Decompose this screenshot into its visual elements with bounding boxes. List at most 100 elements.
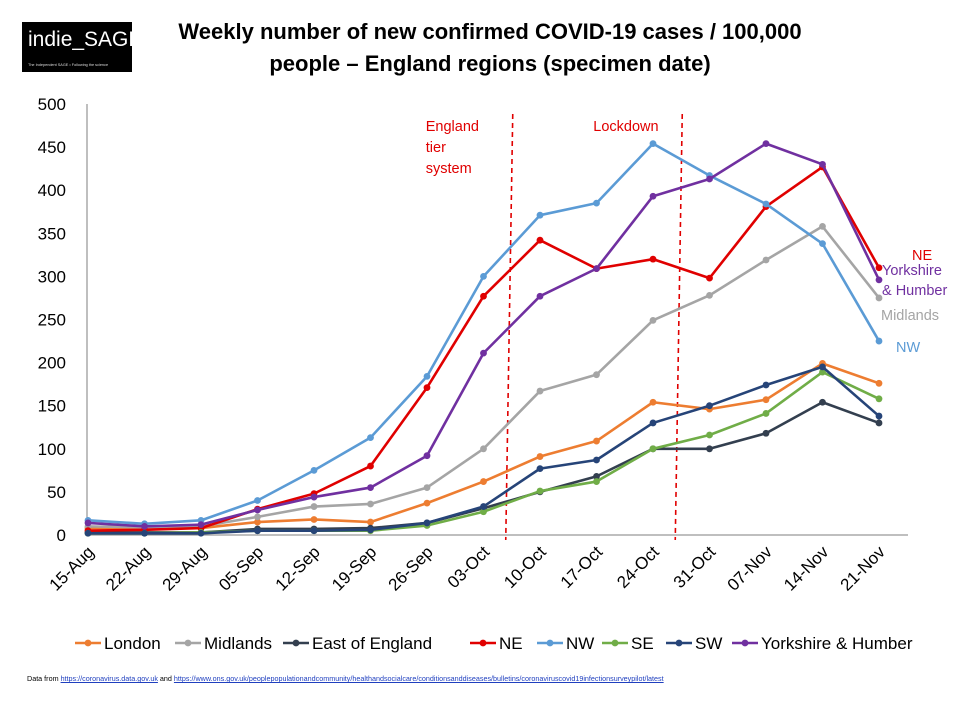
point-nw-19-sep — [367, 434, 374, 441]
annotation-label-lockdown: Lockdown — [593, 119, 658, 135]
point-sw-12-sep — [310, 527, 318, 535]
point-ne-21-nov — [875, 264, 883, 272]
point-midlands-21-nov — [875, 294, 883, 302]
legend-label-nw: NW — [566, 634, 594, 653]
point-se-21-nov — [875, 395, 883, 403]
x-tick-label-12-sep: 12-Sep — [272, 542, 324, 594]
point-nw-05-sep — [254, 497, 261, 504]
point-yorkshire-and-humber-12-sep — [310, 493, 318, 501]
end-label-yorkshire-and-humber: Yorkshire & Humber — [882, 263, 947, 299]
point-yorkshire-and-humber-15-aug — [84, 519, 92, 527]
point-nw-21-nov — [875, 337, 883, 345]
point-se-24-oct — [649, 445, 657, 453]
point-midlands-12-sep — [310, 503, 318, 510]
annotation-line-lockdown — [674, 113, 684, 541]
y-tick-label-200: 200 — [38, 354, 66, 373]
series-line-ne — [87, 165, 881, 532]
y-tick-label-50: 50 — [47, 483, 66, 502]
logo-name: indie_SAGE — [28, 28, 143, 51]
source-link-ons[interactable]: https://www.ons.gov.uk/peoplepopulationa… — [173, 674, 664, 683]
y-tick-label-0: 0 — [57, 526, 66, 545]
point-ne-26-sep — [423, 384, 431, 391]
point-nw-24-oct — [649, 140, 657, 148]
point-yorkshire-and-humber-29-aug — [197, 521, 205, 529]
point-nw-17-oct — [593, 199, 600, 207]
point-midlands-03-oct — [480, 445, 487, 453]
point-midlands-17-oct — [593, 371, 600, 379]
source-link-coronavirus-data[interactable]: https://coronavirus.data.gov.uk — [60, 674, 158, 683]
point-ne-24-oct — [649, 255, 657, 263]
point-se-10-oct — [536, 487, 544, 495]
point-ne-03-oct — [480, 292, 487, 300]
x-tick-label-14-nov: 14-Nov — [780, 542, 833, 595]
point-ne-31-oct — [706, 274, 713, 282]
x-tick-label-31-oct: 31-Oct — [670, 542, 720, 592]
source-prefix: Data from — [27, 674, 61, 683]
point-yorkshire-and-humber-07-nov — [762, 140, 770, 148]
point-midlands-31-oct — [706, 291, 713, 299]
point-yorkshire-and-humber-24-oct — [649, 192, 657, 200]
logo-tagline: The Independent SAGE • Following the sci… — [28, 63, 109, 67]
x-tick-label-05-sep: 05-Sep — [215, 542, 267, 594]
point-yorkshire-and-humber-17-oct — [593, 265, 600, 273]
point-sw-07-nov — [762, 381, 770, 389]
legend-marker-east-of-england — [292, 639, 300, 647]
point-midlands-07-nov — [762, 256, 770, 264]
point-sw-31-oct — [706, 402, 713, 410]
point-london-17-oct — [593, 437, 600, 445]
y-tick-label-300: 300 — [38, 267, 66, 286]
x-tick-label-15-aug: 15-Aug — [46, 542, 98, 594]
x-tick-label-19-sep: 19-Sep — [328, 542, 380, 594]
point-yorkshire-and-humber-03-oct — [480, 349, 487, 357]
point-nw-26-sep — [423, 372, 431, 380]
chart-title-line-1: Weekly number of new confirmed COVID-19 … — [178, 19, 802, 44]
point-se-14-nov — [819, 368, 826, 376]
x-tick-label-07-nov: 07-Nov — [724, 542, 777, 595]
point-midlands-05-sep — [254, 513, 261, 521]
y-tick-label-450: 450 — [38, 138, 66, 157]
point-london-03-oct — [480, 478, 487, 485]
point-se-17-oct — [593, 478, 600, 485]
x-tick-label-29-aug: 29-Aug — [159, 542, 211, 594]
y-tick-label-500: 500 — [38, 95, 66, 114]
point-sw-15-aug — [84, 529, 92, 537]
point-midlands-10-oct — [536, 387, 544, 395]
point-midlands-26-sep — [423, 484, 431, 491]
point-midlands-24-oct — [649, 316, 657, 324]
point-london-21-nov — [875, 379, 883, 387]
point-nw-07-nov — [762, 200, 770, 208]
legend-marker-ne — [479, 639, 487, 647]
x-tick-label-17-oct: 17-Oct — [557, 542, 607, 592]
point-london-10-oct — [536, 453, 544, 460]
point-london-07-nov — [762, 396, 770, 404]
point-ne-19-sep — [367, 462, 374, 470]
point-sw-10-oct — [536, 465, 544, 473]
y-tick-label-350: 350 — [38, 224, 66, 243]
x-tick-label-21-nov: 21-Nov — [837, 542, 890, 595]
legend-marker-se — [611, 639, 619, 647]
x-tick-label-10-oct: 10-Oct — [500, 542, 550, 592]
point-sw-05-sep — [254, 527, 261, 535]
point-yorkshire-and-humber-05-sep — [254, 506, 261, 514]
x-tick-label-26-sep: 26-Sep — [385, 542, 437, 594]
point-east-of-england-14-nov — [819, 398, 826, 406]
point-london-19-sep — [367, 518, 374, 526]
point-east-of-england-21-nov — [875, 419, 883, 427]
legend-label-east-of-england: East of England — [312, 634, 432, 653]
legend-marker-yorkshire-and-humber — [741, 639, 749, 647]
legend-label-ne: NE — [499, 634, 523, 653]
end-label-midlands: Midlands — [881, 308, 939, 324]
point-ne-10-oct — [536, 236, 544, 244]
y-tick-label-400: 400 — [38, 181, 66, 200]
x-tick-label-03-oct: 03-Oct — [444, 542, 494, 592]
legend-label-sw: SW — [695, 634, 722, 653]
point-london-12-sep — [310, 516, 318, 523]
end-label-nw: NW — [896, 340, 920, 356]
legend-label-london: London — [104, 634, 161, 653]
source-middle: and — [157, 674, 174, 683]
point-yorkshire-and-humber-14-nov — [819, 160, 826, 168]
point-sw-14-nov — [819, 363, 826, 371]
point-se-31-oct — [706, 431, 713, 439]
indie-sage-logo: indie_SAGE The Independent SAGE • Follow… — [22, 22, 142, 72]
